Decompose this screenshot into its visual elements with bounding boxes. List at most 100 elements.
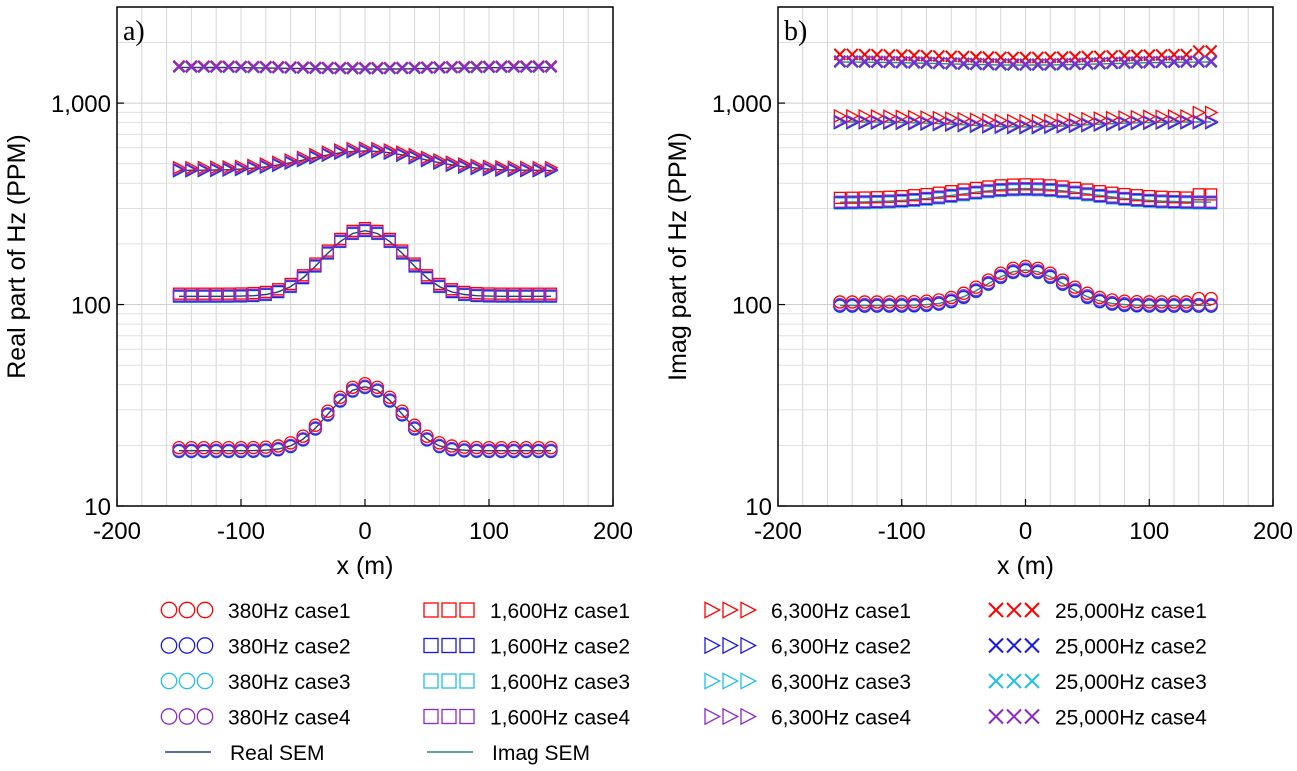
triangle-point-case4 xyxy=(994,118,1009,134)
grid xyxy=(116,6,614,507)
triangle-point-case4 xyxy=(957,117,972,132)
square-point-case4 xyxy=(383,234,396,247)
legend-swatch-circle xyxy=(178,672,196,690)
legend-label: 1,600Hz case2 xyxy=(490,636,630,659)
x-point-case4 xyxy=(957,57,970,70)
triangle-point-case4 xyxy=(197,162,212,177)
legend-swatch-x xyxy=(1006,602,1022,618)
legend-swatch-x xyxy=(988,673,1004,689)
legend-swatch-square xyxy=(459,708,475,725)
legend-item: 25,000Hz case2 xyxy=(988,636,1207,659)
legend-label: 380Hz case4 xyxy=(228,707,351,730)
triangle-point-case4 xyxy=(544,162,559,177)
x-point-case4 xyxy=(321,61,335,75)
legend-swatch-x xyxy=(1024,708,1040,725)
triangle-point-case4 xyxy=(858,114,873,129)
square-point-case4 xyxy=(1204,195,1218,208)
circle-point-case4 xyxy=(432,438,447,453)
panel-a-real: -200 -100 0 100 200 10 100 1,000 a) x (m) Real par… xyxy=(3,6,633,580)
x-point-case4 xyxy=(846,54,859,68)
x-point-case4 xyxy=(1155,55,1168,68)
square-point-case4 xyxy=(907,192,921,206)
triangle-point-case4 xyxy=(982,118,996,133)
x-point-case4 xyxy=(284,61,297,74)
triangle-point-case4 xyxy=(247,160,261,175)
x-point-case4 xyxy=(883,55,896,68)
square-point-case4 xyxy=(833,195,847,208)
circle-point-case4 xyxy=(395,407,409,421)
triangle-point-case4 xyxy=(883,114,897,129)
square-point-case4 xyxy=(420,270,434,284)
y-tick-label: 100 xyxy=(71,293,111,320)
legend-swatch-x xyxy=(1006,637,1022,654)
x-point-case4 xyxy=(1093,56,1106,70)
x-point-case4 xyxy=(994,57,1007,71)
square-point-case4 xyxy=(296,270,310,284)
x-point-case4 xyxy=(408,61,421,75)
x-point-case4 xyxy=(1105,56,1119,69)
x-point-case4 xyxy=(945,56,958,70)
square-point-case4 xyxy=(1081,187,1094,200)
legend-item: 1,600Hz case1 xyxy=(423,600,630,623)
triangle-point-case4 xyxy=(334,144,348,160)
legend-swatch-circle xyxy=(196,708,214,725)
legend-label: 6,300Hz case3 xyxy=(771,671,911,694)
square-point-case4 xyxy=(222,289,235,302)
triangle-point-case4 xyxy=(1143,114,1157,130)
series-group-x xyxy=(172,59,558,75)
legend-item: 1,600Hz case2 xyxy=(423,636,630,659)
legend-label: 25,000Hz case4 xyxy=(1055,707,1207,730)
circle-point-case4 xyxy=(1080,289,1095,303)
x-point-case4 xyxy=(532,60,545,73)
x-point-case4 xyxy=(495,60,508,73)
square-point-case4 xyxy=(197,289,210,302)
series-group-square xyxy=(172,221,558,303)
triangle-point-case4 xyxy=(408,149,423,164)
legend-swatch-square xyxy=(423,637,439,654)
triangle-point-case4 xyxy=(507,162,522,177)
square-point-case4 xyxy=(259,287,272,300)
legend-swatch-circle xyxy=(160,601,178,619)
y-tick-label: 10 xyxy=(84,494,111,521)
square-point-case4 xyxy=(1192,195,1205,208)
imag-sem-line xyxy=(839,187,1212,203)
triangle-point-case4 xyxy=(1155,114,1170,129)
triangle-point-case4 xyxy=(210,162,224,177)
legend-item: 380Hz case4 xyxy=(160,707,351,730)
legend-swatch-x xyxy=(988,602,1004,618)
legend-item: 1,600Hz case4 xyxy=(423,707,630,730)
legend-label: 25,000Hz case3 xyxy=(1055,671,1207,694)
triangle-point-case4 xyxy=(1204,114,1219,129)
circle-point-case4 xyxy=(1043,269,1057,283)
real-sem-line xyxy=(179,229,551,297)
y-tick-label: 100 xyxy=(732,293,772,320)
legend-swatch-circle xyxy=(178,601,196,619)
legend-swatch-triangle xyxy=(722,672,740,690)
legend-swatch-triangle xyxy=(704,601,722,619)
legend-swatch-square xyxy=(459,637,475,654)
legend: 380Hz case1 380Hz case2 380Hz case3 380Hz c… xyxy=(160,600,1207,765)
x-tick-label: 100 xyxy=(1129,518,1169,545)
circle-point-case4 xyxy=(407,421,422,435)
x-point-case4 xyxy=(259,60,273,74)
square-point-case4 xyxy=(185,289,198,302)
square-point-case4 xyxy=(1143,193,1156,207)
legend-swatch-triangle xyxy=(722,636,740,655)
x-point-case4 xyxy=(296,61,310,74)
y-tick-label: 1,000 xyxy=(712,91,772,118)
triangle-point-case4 xyxy=(846,114,860,129)
y-axis-title: Real part of Hz (PPM) xyxy=(3,134,31,379)
circle-point-case4 xyxy=(994,269,1008,283)
circle-point-case4 xyxy=(944,293,958,307)
square-point-case4 xyxy=(334,234,347,247)
circle-point-case4 xyxy=(969,283,983,297)
x-point-case4 xyxy=(833,54,847,68)
grid xyxy=(777,6,1274,507)
square-point-case4 xyxy=(284,279,297,292)
square-point-case4 xyxy=(846,195,859,208)
square-point-case4 xyxy=(945,188,958,202)
x-point-case4 xyxy=(1081,57,1094,70)
legend-label: 1,600Hz case4 xyxy=(490,707,630,730)
series-group-circle xyxy=(833,259,1218,314)
square-point-case1 xyxy=(1204,188,1218,201)
